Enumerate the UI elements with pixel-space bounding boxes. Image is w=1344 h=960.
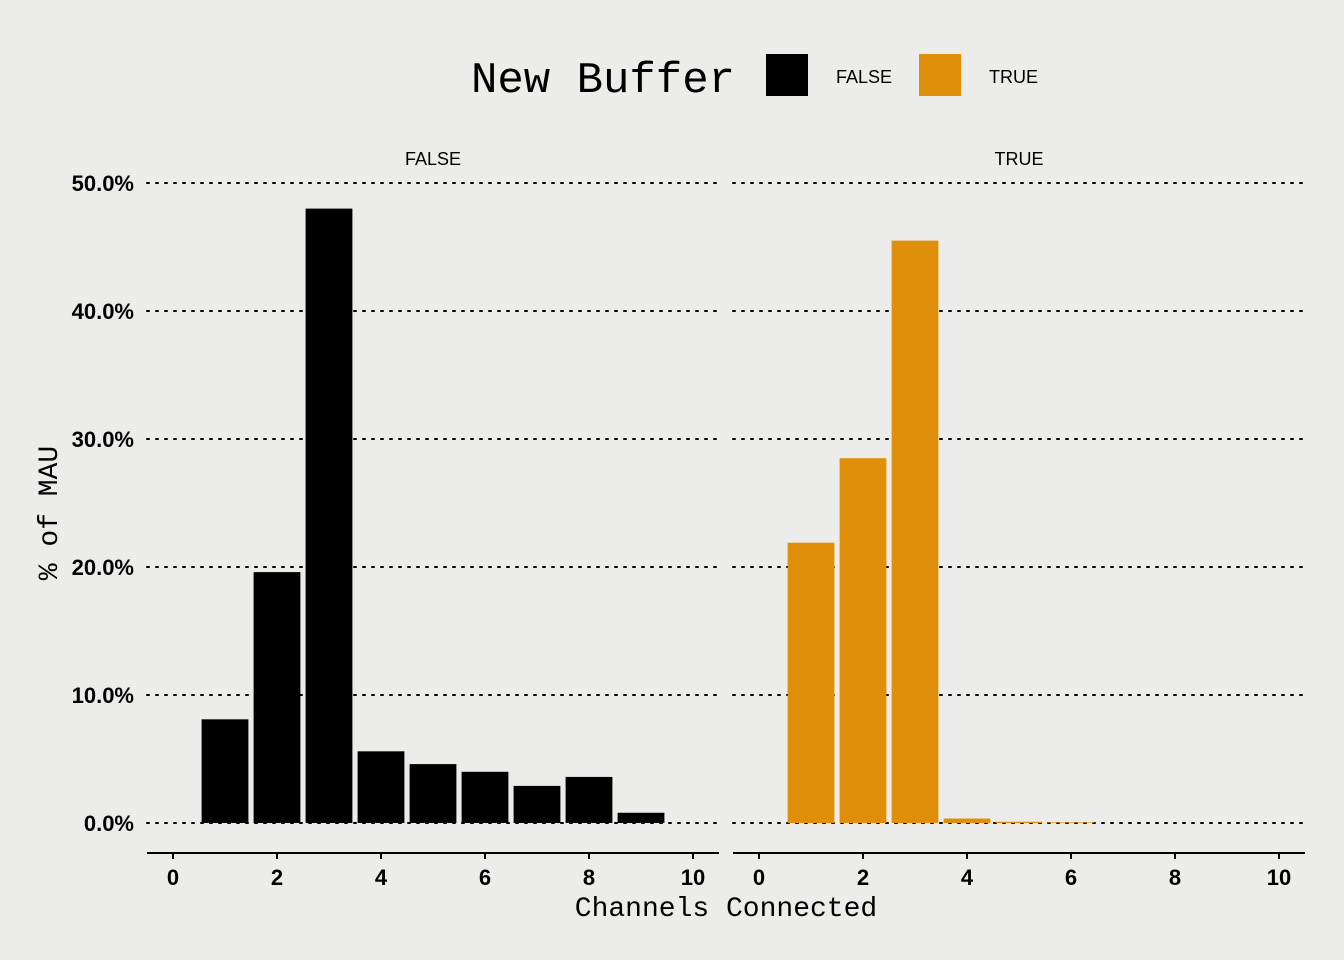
bar	[513, 785, 561, 823]
y-tick-label: 10.0%	[72, 683, 134, 708]
y-tick-label: 20.0%	[72, 555, 134, 580]
legend-label-true: TRUE	[989, 67, 1038, 87]
x-tick-label: 2	[271, 865, 283, 890]
bar	[787, 542, 835, 823]
panel-strip-true: TRUE	[995, 149, 1044, 169]
x-tick-label: 10	[681, 865, 705, 890]
y-tick-label: 50.0%	[72, 171, 134, 196]
legend-title: New Buffer	[471, 56, 735, 106]
legend-swatch-true	[919, 54, 961, 96]
x-tick-label: 8	[583, 865, 595, 890]
bar	[253, 572, 301, 823]
y-axis-label: % of MAU	[35, 446, 66, 580]
x-tick-label: 6	[1065, 865, 1077, 890]
x-tick-label: 10	[1267, 865, 1291, 890]
x-tick-label: 6	[479, 865, 491, 890]
bar	[1047, 822, 1095, 823]
bar	[201, 719, 249, 823]
x-tick-label: 4	[375, 865, 388, 890]
x-tick-label: 0	[753, 865, 765, 890]
y-tick-label: 40.0%	[72, 299, 134, 324]
bar	[409, 764, 457, 823]
x-tick-label: 4	[961, 865, 974, 890]
x-axis-label: Channels Connected	[575, 894, 877, 925]
y-tick-label: 0.0%	[84, 811, 134, 836]
gridlines	[146, 182, 1306, 824]
bar	[357, 751, 405, 823]
bar	[943, 818, 991, 823]
bar	[839, 458, 887, 823]
bar	[565, 776, 613, 823]
bar	[305, 208, 353, 824]
bar	[461, 771, 509, 823]
legend: New Buffer FALSE TRUE	[471, 54, 1038, 106]
x-tick-label: 8	[1169, 865, 1181, 890]
y-tick-labels: 0.0% 10.0% 20.0% 30.0% 40.0% 50.0%	[72, 171, 134, 836]
x-tick-label: 2	[857, 865, 869, 890]
legend-label-false: FALSE	[836, 67, 892, 87]
bar	[891, 240, 939, 824]
bar	[617, 812, 665, 823]
bar	[995, 821, 1043, 823]
y-tick-label: 30.0%	[72, 427, 134, 452]
legend-swatch-false	[766, 54, 808, 96]
axes: 0 2 4 6 8 10 0 2 4 6 8 10	[147, 852, 1305, 890]
panel-strip-false: FALSE	[405, 149, 461, 169]
bars	[201, 208, 1095, 824]
x-tick-label: 0	[167, 865, 179, 890]
